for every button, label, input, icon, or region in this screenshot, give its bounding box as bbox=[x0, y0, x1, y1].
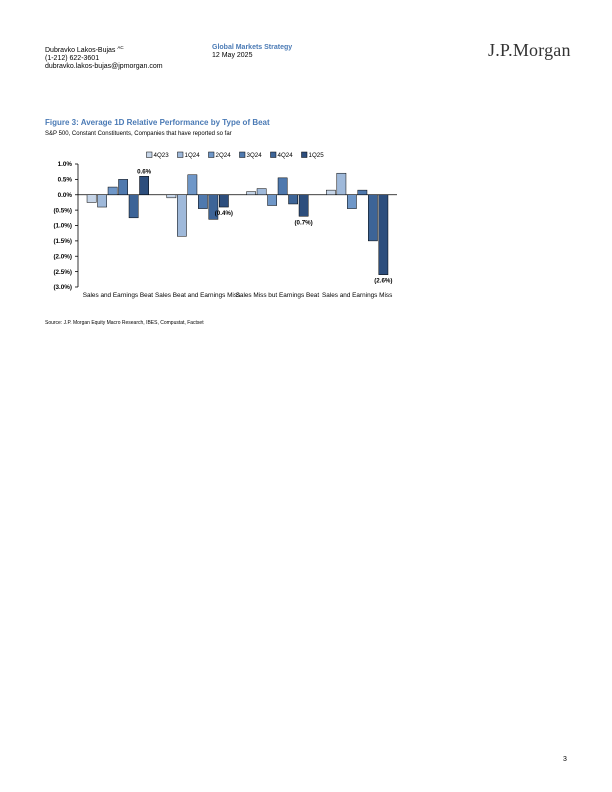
data-labels: 0.6% (0.4%) (0.7%) (2.6%) bbox=[137, 168, 392, 284]
legend-label-4q23: 4Q23 bbox=[154, 152, 170, 159]
bar-1q24 bbox=[97, 194, 107, 208]
bar-2q24 bbox=[347, 194, 357, 209]
bar-4q23 bbox=[166, 194, 177, 199]
y-tick-label: (1.0%) bbox=[53, 223, 72, 230]
bar-3q24 bbox=[198, 194, 208, 209]
bar-3q24 bbox=[357, 189, 368, 196]
legend-swatch-1q24 bbox=[177, 151, 184, 158]
x-axis-categories: Sales and Earnings Beat Sales Beat and Ea… bbox=[83, 292, 393, 299]
y-tick-label: (1.5%) bbox=[53, 238, 72, 245]
bar-2q24 bbox=[187, 174, 198, 195]
legend-label-4q24: 4Q24 bbox=[278, 152, 294, 159]
legend-swatch-4q23 bbox=[146, 151, 153, 158]
legend-swatch-4q24 bbox=[270, 151, 277, 158]
category-label: Sales Miss but Earnings Beat bbox=[236, 292, 320, 299]
report-info: Global Markets Strategy 12 May 2025 bbox=[212, 44, 292, 60]
figure-subtitle: S&P 500, Constant Constituents, Companie… bbox=[45, 131, 232, 137]
data-label: (0.4%) bbox=[215, 210, 233, 217]
bar-2q24 bbox=[267, 194, 277, 206]
data-label: (0.7%) bbox=[295, 219, 313, 226]
bar-chart: 4Q23 1Q24 2Q24 3Q24 4Q24 1Q25 1.0% 0.5% 0.0% (0.… bbox=[53, 151, 397, 299]
author-block: Dubravko Lakos-Bujas AC (1-212) 622-3601… bbox=[45, 44, 163, 71]
bar-4q24 bbox=[208, 194, 219, 220]
report-date: 12 May 2025 bbox=[212, 52, 253, 59]
bar-2q24 bbox=[107, 186, 118, 195]
data-label: 0.6% bbox=[137, 168, 152, 175]
author-name: Dubravko Lakos-Bujas bbox=[45, 47, 116, 54]
y-tick-label: 0.0% bbox=[58, 192, 73, 199]
report-group: Global Markets Strategy bbox=[212, 44, 293, 51]
bar-4q24 bbox=[128, 194, 139, 219]
legend-label-1q25: 1Q25 bbox=[309, 152, 325, 159]
bar-3q24 bbox=[277, 177, 288, 195]
bar-4q23 bbox=[246, 191, 256, 195]
bar-4q23 bbox=[326, 189, 336, 196]
y-tick-label: 1.0% bbox=[58, 161, 73, 168]
figure-title: Figure 3: Average 1D Relative Performanc… bbox=[45, 118, 270, 127]
jpmorgan-logo: J.P.Morgan bbox=[488, 40, 571, 60]
page-number: 3 bbox=[563, 756, 567, 763]
category-label: Sales Beat and Earnings Miss bbox=[155, 292, 240, 299]
legend-swatch-3q24 bbox=[239, 151, 246, 158]
bar-1q25 bbox=[139, 176, 149, 195]
bar-1q25 bbox=[298, 194, 309, 217]
data-label: (2.6%) bbox=[374, 278, 392, 285]
y-tick-label: 0.5% bbox=[58, 177, 73, 184]
category-label: Sales and Earnings Miss bbox=[322, 292, 392, 299]
legend-label-3q24: 3Q24 bbox=[247, 152, 263, 159]
bar-1q24 bbox=[177, 194, 187, 237]
y-tick-label: (0.5%) bbox=[53, 207, 72, 214]
bar-4q24 bbox=[288, 194, 298, 205]
bar-1q25 bbox=[378, 194, 389, 275]
bar-3q24 bbox=[118, 179, 128, 195]
y-tick-label: (2.5%) bbox=[53, 269, 72, 276]
legend-swatch-1q25 bbox=[301, 151, 308, 158]
legend-label-2q24: 2Q24 bbox=[216, 152, 232, 159]
legend-label-1q24: 1Q24 bbox=[185, 152, 201, 159]
bars-group bbox=[86, 172, 389, 275]
category-label: Sales and Earnings Beat bbox=[83, 292, 154, 299]
figure-source: Source: J.P. Morgan Equity Macro Researc… bbox=[45, 320, 204, 326]
author-phone: (1-212) 622-3601 bbox=[45, 55, 100, 62]
y-tick-label: (2.0%) bbox=[53, 253, 72, 260]
bar-1q25 bbox=[219, 194, 229, 208]
bar-1q24 bbox=[256, 188, 267, 195]
y-tick-label: (3.0%) bbox=[53, 284, 72, 291]
bar-4q24 bbox=[368, 194, 378, 242]
chart-legend: 4Q23 1Q24 2Q24 3Q24 4Q24 1Q25 bbox=[146, 151, 325, 159]
author-superscript: AC bbox=[117, 45, 124, 50]
author-email[interactable]: dubravko.lakos-bujas@jpmorgan.com bbox=[45, 63, 163, 70]
bar-1q24 bbox=[336, 172, 347, 195]
legend-swatch-2q24 bbox=[208, 151, 215, 158]
bar-4q23 bbox=[86, 194, 97, 203]
